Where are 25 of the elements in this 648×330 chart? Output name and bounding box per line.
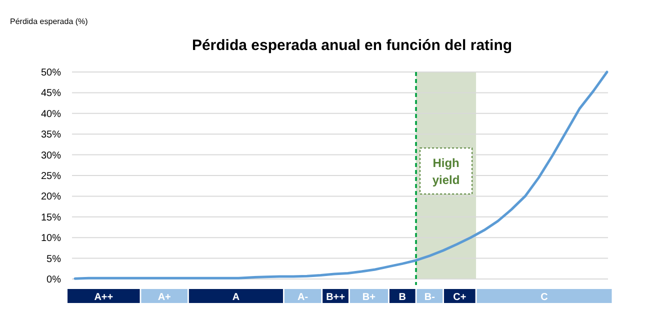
y-tick-label: 25% [40,171,62,182]
text: C+ [453,292,466,303]
text: B+ [362,292,376,303]
y-tick-label: 0% [46,274,62,286]
text: B [398,292,406,303]
text: Pérdida esperada (%) [10,17,88,26]
text: B++ [326,292,346,303]
y-tick-label: 50% [40,68,62,78]
text: B- [424,292,435,303]
text: C [540,292,548,303]
text: A+ [158,292,172,303]
chart-title: Pérdida esperada anual en función del rating [192,37,512,54]
y-tick-label: 45% [40,88,62,100]
y-tick-label: 35% [40,130,62,141]
annotation: High yield [432,156,460,187]
text: A- [298,292,308,303]
text: A [232,292,240,303]
y-tick-label: 20% [40,192,62,203]
y-tick-label: 10% [40,233,62,244]
line-series [74,70,608,280]
text: A++ [94,292,114,303]
y-tick-label: 15% [40,212,62,224]
y-tick-label: 5% [46,254,62,265]
y-tick-label: 40% [40,108,62,120]
y-tick-label: 30% [40,150,62,162]
